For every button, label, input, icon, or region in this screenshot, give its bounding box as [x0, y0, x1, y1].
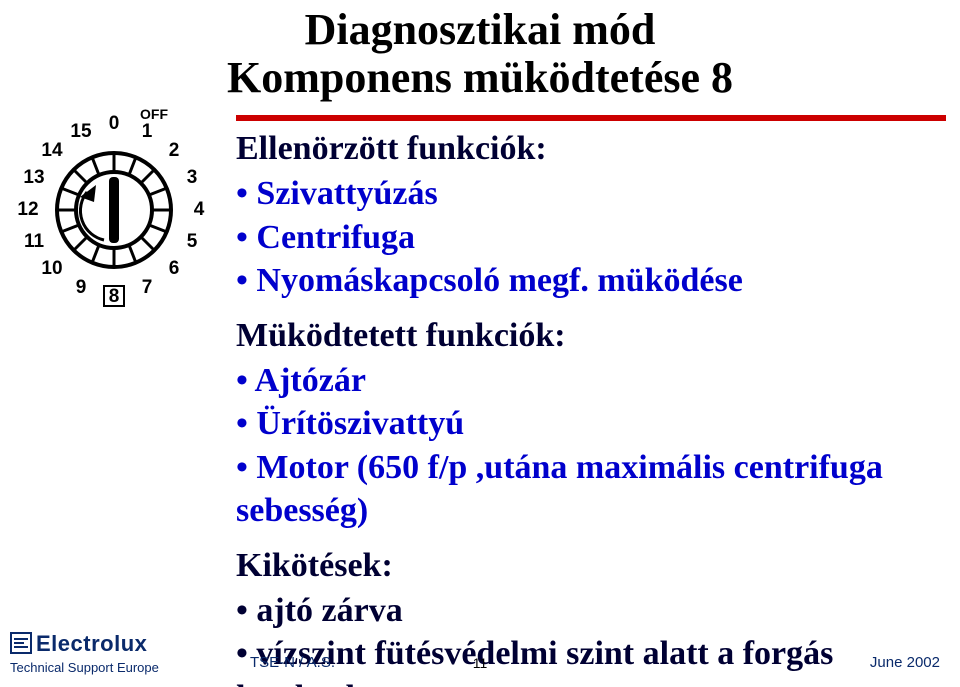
operated-item-0: • Ajtózár [236, 359, 936, 403]
brand-icon [10, 632, 32, 660]
svg-text:3: 3 [187, 167, 198, 188]
dial-svg: OFF 0 1 2 3 4 5 6 7 8 9 10 11 12 13 14 [12, 105, 217, 310]
checked-item-0-text: Szivattyúzás [256, 175, 437, 212]
svg-text:13: 13 [23, 167, 44, 188]
footer-author: TSE-N / A.S. [250, 654, 335, 671]
operated-item-0-text: Ajtózár [255, 362, 366, 399]
conditions-item-0-text: ajtó zárva [256, 592, 402, 629]
svg-text:4: 4 [194, 199, 205, 220]
operated-item-2: • Motor (650 f/p ,utána maximális centri… [236, 446, 936, 533]
checked-item-0: • Szivattyúzás [236, 172, 936, 216]
checked-heading: Ellenörzött funkciók: [236, 130, 936, 168]
operated-heading: Müködtetett funkciók: [236, 317, 936, 355]
svg-text:10: 10 [41, 258, 62, 279]
operated-item-1-text: Ürítöszivattyú [256, 405, 464, 442]
svg-text:8: 8 [109, 286, 120, 307]
brand-text: Electrolux [36, 631, 147, 656]
brand-subtext: Technical Support Europe [10, 660, 159, 675]
operated-item-1: • Ürítöszivattyú [236, 402, 936, 446]
dial-off-label: OFF [140, 106, 168, 122]
dial-grip [109, 177, 119, 243]
divider-rule [236, 115, 946, 121]
operated-item-2-text: Motor (650 f/p ,utána maximális centrifu… [236, 449, 883, 530]
mode-dial: OFF 0 1 2 3 4 5 6 7 8 9 10 11 12 13 14 [12, 105, 217, 310]
checked-item-1-text: Centrifuga [256, 219, 415, 256]
svg-text:12: 12 [17, 199, 38, 220]
checked-item-2: • Nyomáskapcsoló megf. müködése [236, 259, 936, 303]
content-block: Ellenörzött funkciók: • Szivattyúzás • C… [236, 130, 936, 687]
title-line-1: Diagnosztikai mód [0, 6, 960, 54]
slide: Diagnosztikai mód Komponens müködtetése … [0, 0, 960, 687]
brand-logo: Electrolux [10, 631, 159, 660]
footer-date: June 2002 [870, 654, 940, 671]
conditions-heading: Kikötések: [236, 547, 936, 585]
svg-text:9: 9 [76, 277, 87, 298]
svg-text:5: 5 [187, 231, 198, 252]
checked-item-2-text: Nyomáskapcsoló megf. müködése [256, 262, 742, 299]
footer-page-number: 11 [473, 655, 488, 671]
footer: Electrolux Technical Support Europe TSE-… [0, 625, 960, 679]
svg-text:7: 7 [142, 277, 153, 298]
svg-text:14: 14 [41, 140, 63, 161]
svg-text:11: 11 [24, 231, 45, 252]
svg-text:15: 15 [70, 121, 92, 142]
svg-text:2: 2 [169, 140, 180, 161]
checked-item-1: • Centrifuga [236, 216, 936, 260]
svg-text:6: 6 [169, 258, 180, 279]
svg-text:1: 1 [142, 121, 153, 142]
brand-block: Electrolux Technical Support Europe [10, 631, 159, 675]
svg-text:0: 0 [109, 113, 120, 134]
title-block: Diagnosztikai mód Komponens müködtetése … [0, 6, 960, 103]
title-line-2: Komponens müködtetése 8 [0, 54, 960, 102]
